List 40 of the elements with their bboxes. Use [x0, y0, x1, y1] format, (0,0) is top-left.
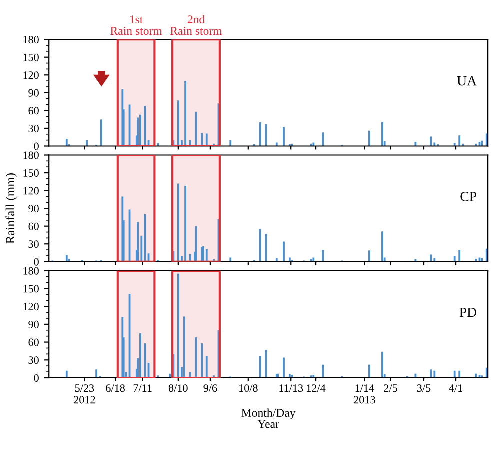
- y-tick-label: 90: [28, 205, 39, 213]
- y-tick-label: 30: [28, 124, 39, 132]
- y-tick-label: 30: [28, 356, 39, 364]
- y-tick-label: 0: [34, 142, 39, 150]
- annotation: CP: [460, 192, 477, 202]
- y-tick-label: 30: [28, 240, 39, 248]
- x-tick-label: 2/5: [384, 384, 398, 392]
- x-tick-label: 6/18: [106, 384, 125, 392]
- y-tick-label: 180: [24, 36, 39, 44]
- annotation: PD: [460, 308, 477, 318]
- annotation: UA: [457, 76, 477, 86]
- y-tick-label: 180: [24, 152, 39, 160]
- y-tick-label: 60: [28, 338, 39, 346]
- y-tick-label: 60: [28, 222, 39, 230]
- y-tick-label: 180: [24, 267, 39, 275]
- y-tick-label: 90: [28, 89, 39, 97]
- x-tick-label: 12/4: [307, 384, 326, 392]
- x-tick-label: 11/13: [280, 384, 304, 392]
- y-axis-title: Rainfall (mm): [6, 174, 18, 244]
- x-axis-title: Month/Day Year: [242, 408, 296, 428]
- band-label: 2nd Rain storm: [170, 15, 222, 36]
- x-tick-label: 8/10: [168, 384, 188, 392]
- x-tick-label: 7/11: [134, 384, 152, 392]
- y-tick-label: 150: [24, 169, 39, 177]
- x-tick-label: 9/6: [204, 384, 218, 392]
- y-tick-label: 60: [28, 107, 39, 115]
- x-tick-label: 5/23 2012: [74, 384, 96, 404]
- y-tick-label: 120: [24, 72, 39, 80]
- y-tick-label: 90: [28, 320, 39, 328]
- y-tick-label: 0: [34, 258, 39, 266]
- y-tick-label: 150: [24, 285, 39, 293]
- y-tick-label: 120: [24, 187, 39, 195]
- x-tick-label: 10/8: [240, 384, 258, 392]
- y-tick-label: 150: [24, 54, 39, 62]
- x-tick-label: 3/5: [417, 384, 431, 392]
- x-tick-label: 4/1: [449, 384, 462, 392]
- x-tick-label: 1/14 2013: [354, 384, 376, 404]
- band-label: 1st Rain storm: [110, 16, 162, 36]
- y-tick-label: 0: [34, 374, 39, 382]
- y-tick-label: 120: [24, 303, 39, 311]
